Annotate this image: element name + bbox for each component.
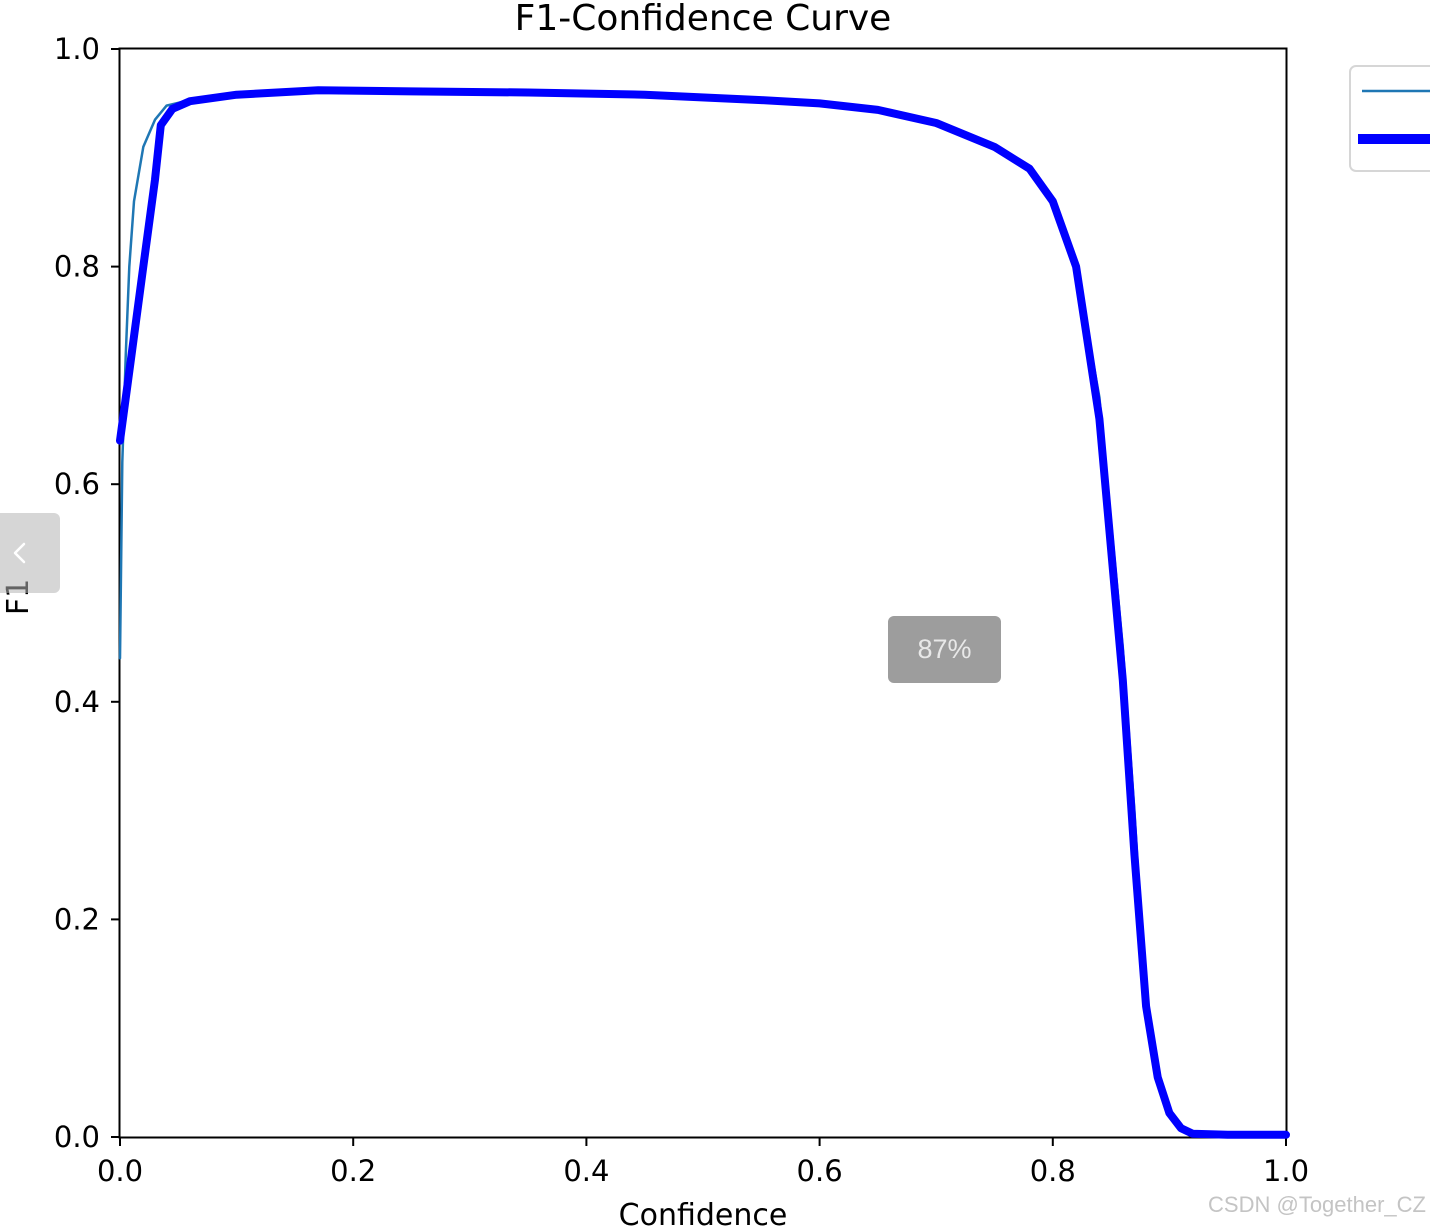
x-tick-label: 0.6 [797,1154,843,1188]
plot-area-frame [118,47,1288,1139]
x-tick-label: 0.2 [330,1154,376,1188]
x-tick-label: 1.0 [1263,1154,1309,1188]
x-tick-label: 0.8 [1030,1154,1076,1188]
y-axis-ticks: 0.0 0.2 0.4 0.6 0.8 1.0 [54,32,120,1154]
series-line-thick [116,86,1290,1139]
x-axis-ticks: 0.0 0.2 0.4 0.6 0.8 1.0 [97,1137,1309,1188]
previous-image-button[interactable] [0,513,60,593]
chevron-left-icon [13,542,26,564]
x-tick-label: 0.0 [97,1154,143,1188]
y-tick-label: 1.0 [54,32,100,66]
y-tick-label: 0.2 [54,902,100,936]
zoom-level-badge: 87% [888,616,1001,683]
y-tick-label: 0.8 [54,250,100,284]
y-tick-label: 0.4 [54,685,100,719]
legend-box [1349,65,1430,172]
y-tick-label: 0.0 [54,1120,100,1154]
x-axis-label: Confidence [619,1198,788,1230]
legend [1349,65,1430,172]
watermark: CSDN @Together_CZ [1208,1192,1426,1217]
series-layer [116,86,1290,1139]
x-tick-label: 0.4 [563,1154,609,1188]
series-line-thin [118,89,1288,1138]
y-tick-label: 0.6 [54,467,100,501]
chart-title: F1-Confidence Curve [515,0,892,39]
